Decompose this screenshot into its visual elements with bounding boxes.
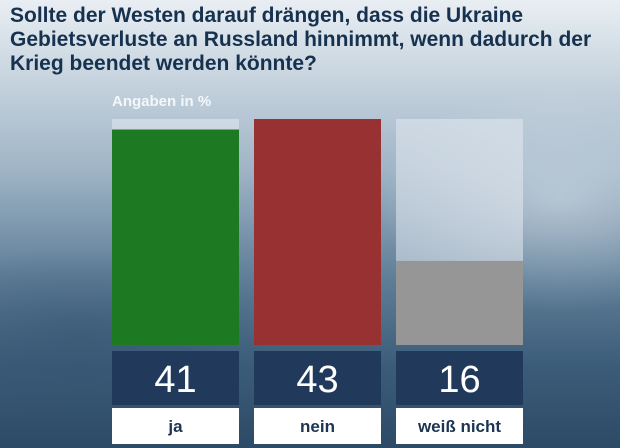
value-band	[254, 351, 381, 405]
category-band	[254, 408, 381, 444]
value-band	[112, 351, 239, 405]
value-band	[396, 351, 523, 405]
data-label: 16	[438, 359, 480, 401]
category-band	[112, 408, 239, 444]
data-label: 41	[154, 359, 196, 401]
category-band	[396, 408, 523, 444]
category-label: weiß nicht	[417, 417, 501, 436]
category-label: ja	[167, 417, 183, 436]
bar	[254, 119, 381, 345]
category-label: nein	[300, 417, 335, 436]
chart-title: Sollte der Westen darauf drängen, dass d…	[10, 4, 592, 75]
bar	[396, 260, 523, 345]
data-label: 43	[296, 359, 338, 401]
bar	[112, 129, 239, 345]
unit-label: Angaben in %	[112, 93, 212, 110]
